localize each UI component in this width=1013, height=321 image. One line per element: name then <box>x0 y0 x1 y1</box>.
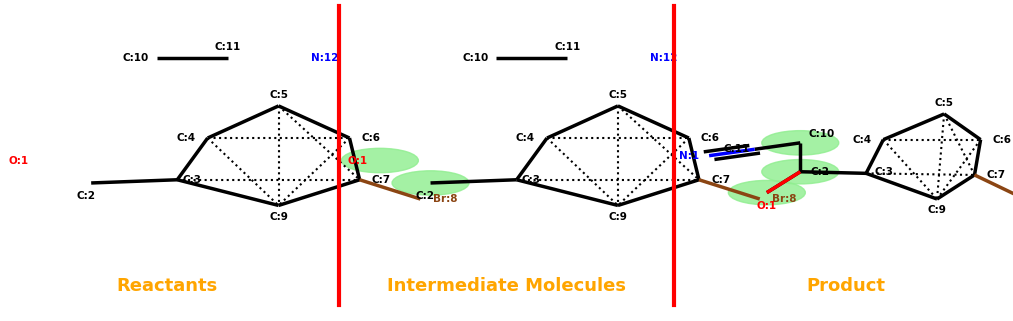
Text: Product: Product <box>806 277 885 295</box>
Text: C:4: C:4 <box>176 133 196 143</box>
Text: N:12: N:12 <box>650 53 678 63</box>
Text: C:10: C:10 <box>808 129 835 139</box>
Text: C:9: C:9 <box>269 212 288 222</box>
Circle shape <box>341 148 418 173</box>
Text: C:10: C:10 <box>462 53 488 63</box>
Text: C:11: C:11 <box>215 42 241 52</box>
Text: C:9: C:9 <box>609 212 627 222</box>
Text: C:7: C:7 <box>711 175 730 185</box>
Text: C:7: C:7 <box>372 175 391 185</box>
Circle shape <box>762 131 839 155</box>
Text: C:3: C:3 <box>874 167 893 177</box>
Circle shape <box>728 180 805 205</box>
Text: O:1: O:1 <box>757 201 777 211</box>
Text: C:2: C:2 <box>77 191 95 201</box>
Text: C:6: C:6 <box>362 133 381 143</box>
Text: C:5: C:5 <box>269 90 288 100</box>
Text: C:7: C:7 <box>987 170 1006 180</box>
Circle shape <box>762 160 839 184</box>
Text: O:1: O:1 <box>8 155 28 166</box>
Text: O:1: O:1 <box>347 155 368 166</box>
Text: C:6: C:6 <box>993 134 1012 145</box>
Text: C:11: C:11 <box>723 144 750 154</box>
Text: N:12: N:12 <box>311 53 338 63</box>
Text: C:11: C:11 <box>554 42 580 52</box>
Text: Br:8: Br:8 <box>433 194 457 204</box>
Text: Intermediate Molecules: Intermediate Molecules <box>387 277 626 295</box>
Text: Br:8: Br:8 <box>772 194 796 204</box>
Text: C:2: C:2 <box>416 191 435 201</box>
Text: C:3: C:3 <box>182 175 202 185</box>
Text: C:6: C:6 <box>701 133 720 143</box>
Circle shape <box>392 171 469 195</box>
Text: C:2: C:2 <box>810 167 830 177</box>
Text: N:1: N:1 <box>679 151 699 161</box>
Text: C:5: C:5 <box>935 98 953 108</box>
Text: C:10: C:10 <box>123 53 149 63</box>
Text: Reactants: Reactants <box>116 277 218 295</box>
Text: C:4: C:4 <box>852 134 871 145</box>
Text: C:4: C:4 <box>516 133 535 143</box>
Text: C:3: C:3 <box>522 175 541 185</box>
Text: C:5: C:5 <box>609 90 627 100</box>
Text: C:9: C:9 <box>928 205 946 215</box>
